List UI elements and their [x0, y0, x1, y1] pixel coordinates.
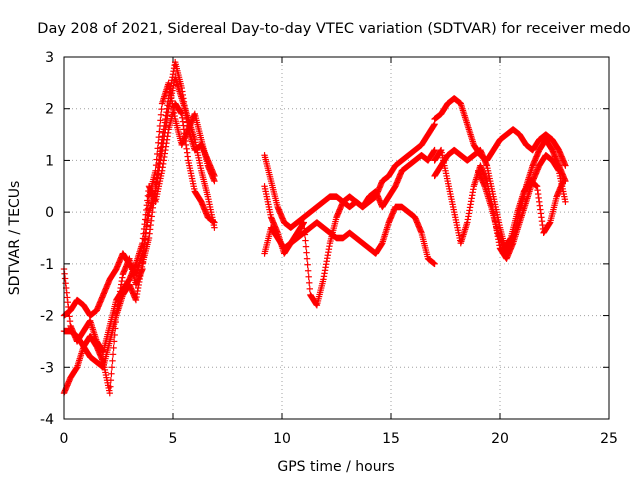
- y-axis: -4 -3 -2 -1 0 1 2 3: [40, 50, 609, 428]
- data-point: [111, 331, 118, 339]
- y-tick-label: 3: [45, 50, 54, 66]
- data-point: [157, 111, 165, 118]
- x-tick-label: 15: [382, 431, 400, 447]
- data-point: [152, 161, 160, 169]
- data-point: [157, 117, 164, 124]
- y-axis-label: SDTVAR / TECUs: [7, 181, 23, 296]
- data-point: [303, 255, 311, 262]
- data-point: [306, 279, 313, 287]
- data-point: [108, 370, 115, 377]
- y-tick-label: 1: [45, 153, 54, 169]
- data-point: [302, 237, 309, 244]
- x-tick-label: 10: [273, 431, 291, 447]
- data-point: [110, 338, 118, 345]
- data-point: [109, 351, 117, 358]
- data-point: [304, 267, 312, 274]
- x-tick-label: 5: [169, 431, 178, 447]
- data-point: [153, 156, 160, 163]
- data-point: [110, 344, 117, 352]
- series-trace-4: [60, 100, 218, 355]
- data-point: [303, 249, 310, 256]
- data-point: [152, 167, 159, 174]
- data-point: [106, 389, 113, 397]
- y-tick-label: 2: [45, 102, 54, 118]
- data-point: [158, 105, 165, 113]
- x-tick-label: 25: [600, 431, 618, 447]
- y-tick-label: -2: [40, 309, 54, 325]
- x-tick-label: 20: [491, 431, 509, 447]
- data-point: [156, 128, 163, 135]
- data-point: [211, 177, 218, 185]
- data-point: [153, 150, 161, 158]
- x-axis-label: GPS time / hours: [277, 459, 394, 475]
- data-point: [139, 265, 146, 273]
- data-points: [60, 58, 569, 397]
- y-tick-label: 0: [45, 205, 54, 221]
- data-point: [305, 273, 312, 280]
- data-point: [155, 139, 162, 146]
- data-point: [154, 145, 161, 152]
- data-point: [302, 243, 310, 250]
- data-point: [140, 247, 148, 255]
- data-point: [108, 364, 116, 371]
- data-point: [304, 261, 311, 268]
- chart-title: Day 208 of 2021, Sidereal Day-to-day VTE…: [37, 21, 631, 37]
- data-point: [155, 133, 163, 141]
- x-tick-label: 0: [60, 431, 69, 447]
- data-point: [107, 383, 114, 390]
- data-point: [107, 377, 115, 384]
- y-tick-label: -4: [40, 412, 54, 428]
- data-point: [112, 325, 119, 332]
- data-point: [139, 259, 147, 267]
- series-trace-2: [60, 58, 218, 371]
- series-trace-6: [261, 203, 438, 268]
- data-point: [109, 357, 116, 365]
- data-point: [306, 285, 313, 293]
- data-point: [156, 122, 164, 130]
- data-point: [140, 253, 147, 261]
- y-tick-label: -1: [40, 257, 54, 273]
- y-tick-label: -3: [40, 360, 54, 376]
